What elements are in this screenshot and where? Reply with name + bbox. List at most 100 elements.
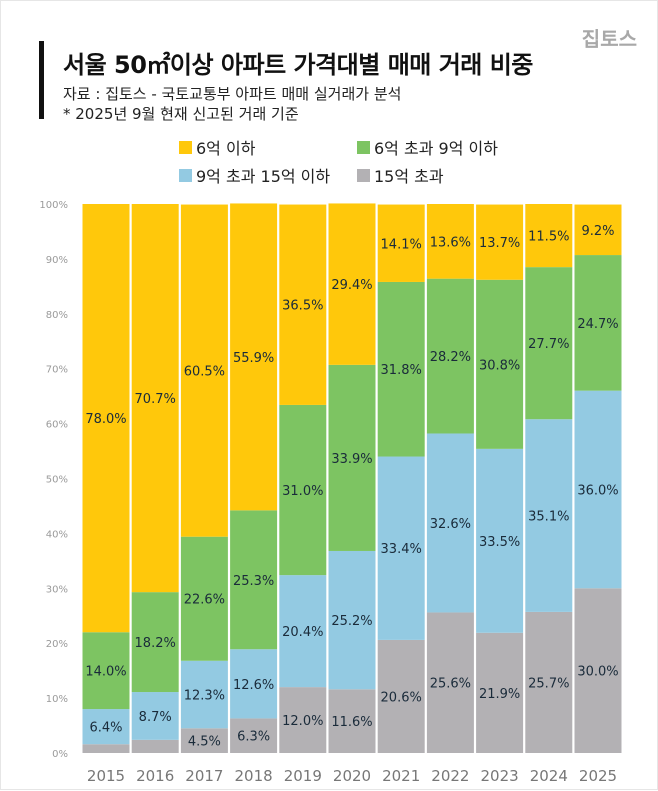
data-label: 33.5% [479, 535, 520, 550]
bar-segment [180, 204, 228, 537]
x-tick-label: 2016 [136, 767, 174, 785]
bar-segment [377, 281, 425, 457]
bar-segment [377, 639, 425, 753]
bar-segment [230, 718, 278, 753]
data-label: 24.7% [577, 317, 618, 332]
bar-segment [525, 419, 573, 612]
bar-segment [131, 692, 179, 740]
y-tick-label: 20% [46, 639, 68, 650]
bar-segment [476, 204, 524, 280]
data-label: 25.2% [331, 614, 372, 629]
legend-swatch [357, 140, 370, 154]
bar-segment [426, 204, 474, 279]
data-label: 18.2% [135, 636, 176, 651]
bar-segment [574, 255, 622, 391]
bar-segment [426, 612, 474, 753]
data-label: 12.3% [184, 689, 225, 704]
x-tick-label: 2018 [235, 767, 273, 785]
data-label: 13.7% [479, 236, 520, 251]
bar-segment [574, 390, 622, 589]
legend-item-over-15: 15억 초과 [357, 163, 444, 187]
legend-swatch [357, 168, 370, 182]
data-label: 33.9% [331, 452, 372, 467]
bar-segment [82, 204, 130, 633]
bar-segment [328, 364, 376, 551]
data-label: 36.0% [577, 483, 618, 498]
bar-segment [131, 739, 179, 753]
chart-title: 서울 50㎡이상 아파트 가격대별 매매 거래 비중 [63, 51, 533, 79]
data-label: 21.9% [479, 687, 520, 702]
bar-segment [82, 744, 130, 753]
bar-segment [525, 267, 573, 420]
bar-segment [131, 592, 179, 693]
y-tick-label: 60% [46, 420, 68, 431]
data-label: 25.6% [430, 677, 471, 692]
data-label: 29.4% [331, 278, 372, 293]
bar-segment [180, 660, 228, 729]
bar-segment [476, 632, 524, 753]
data-label: 12.6% [233, 678, 274, 693]
bar-segment [328, 550, 376, 690]
data-label: 31.0% [282, 484, 323, 499]
bar-segment [131, 204, 179, 593]
title-accent-bar [39, 41, 44, 119]
data-label: 20.6% [381, 690, 422, 705]
bar-segment [426, 278, 474, 434]
bar-segment [426, 433, 474, 613]
bar-segment [377, 204, 425, 282]
source-text: 자료 : 집토스 - 국토교통부 아파트 매매 실거래가 분석 [63, 85, 402, 103]
legend-item-6-9: 6억 초과 9억 이하 [357, 135, 498, 159]
x-tick-label: 2021 [382, 767, 420, 785]
data-label: 78.0% [85, 412, 126, 427]
bar-segment [230, 649, 278, 719]
y-tick-label: 10% [46, 694, 68, 705]
bar-segment [476, 279, 524, 449]
data-label: 22.6% [184, 593, 225, 608]
bar-segment [180, 536, 228, 661]
data-label: 13.6% [430, 235, 471, 250]
y-tick-label: 50% [46, 475, 68, 486]
data-label: 12.0% [282, 714, 323, 729]
legend-swatch [179, 168, 192, 182]
data-label: 30.8% [479, 358, 520, 373]
bar-segment [525, 204, 573, 268]
bar-segment [279, 575, 327, 688]
bar-segment [328, 203, 376, 365]
data-label: 55.9% [233, 351, 274, 366]
bar-segment [574, 204, 622, 256]
y-tick-label: 0% [52, 749, 68, 760]
y-tick-label: 100% [39, 200, 68, 211]
x-tick-label: 2020 [333, 767, 371, 785]
y-tick-label: 90% [46, 255, 68, 266]
data-label: 25.7% [528, 676, 569, 691]
data-label: 14.0% [85, 665, 126, 680]
legend-item-9-15: 9억 초과 15억 이하 [179, 163, 330, 187]
data-label: 14.1% [381, 237, 422, 252]
y-tick-label: 30% [46, 584, 68, 595]
data-label: 36.5% [282, 299, 323, 314]
data-label: 33.4% [381, 542, 422, 557]
bar-segment [279, 204, 327, 405]
data-label: 11.6% [331, 715, 372, 730]
data-label: 8.7% [139, 710, 172, 725]
x-tick-label: 2022 [431, 767, 469, 785]
y-tick-label: 80% [46, 310, 68, 321]
bar-segment [82, 632, 130, 710]
x-tick-label: 2023 [481, 767, 519, 785]
bar-segment [180, 728, 228, 753]
bar-segment [328, 689, 376, 753]
data-label: 30.0% [577, 665, 618, 680]
legend-swatch [179, 140, 192, 154]
data-label: 6.4% [89, 721, 122, 736]
x-tick-label: 2015 [87, 767, 125, 785]
x-tick-label: 2024 [530, 767, 568, 785]
bar-segment [279, 404, 327, 576]
data-label: 4.5% [188, 735, 221, 750]
x-tick-label: 2019 [284, 767, 322, 785]
data-label: 60.5% [184, 365, 225, 380]
bar-segment [279, 687, 327, 753]
brand-logo: 집토스 [581, 27, 637, 51]
data-label: 11.5% [528, 230, 569, 245]
data-label: 25.3% [233, 574, 274, 589]
